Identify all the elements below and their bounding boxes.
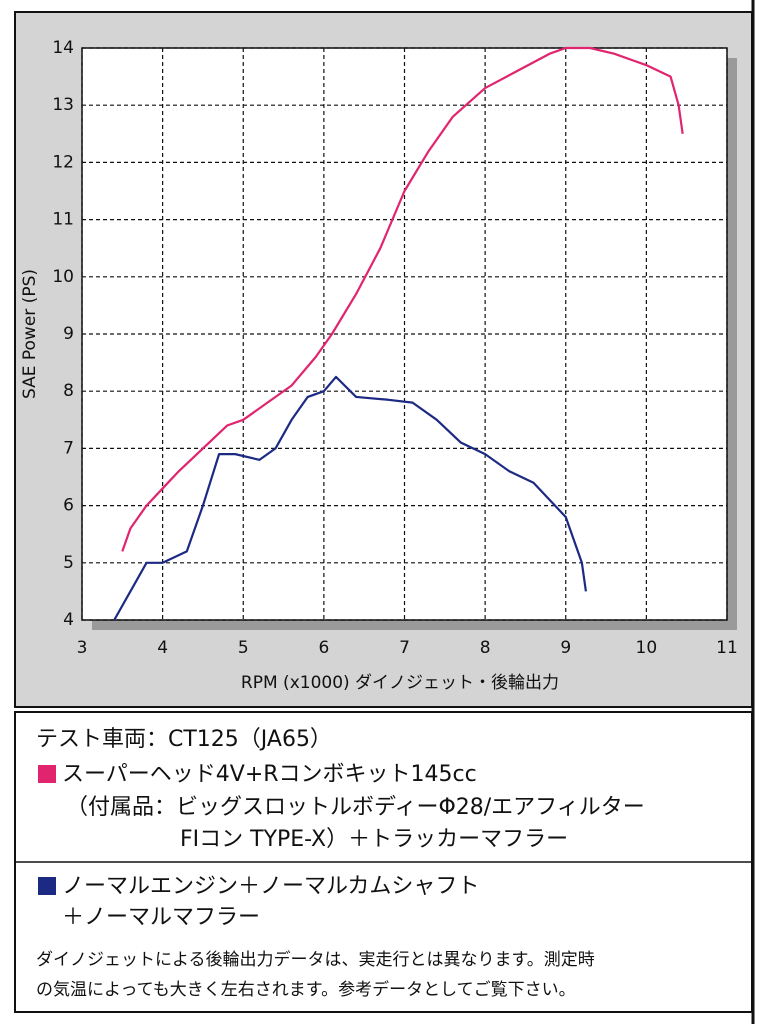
legend-detail: （付属品：ビッグスロットルボディーΦ28/エアフィルター (66, 795, 645, 820)
y-tick-label: 10 (52, 267, 74, 287)
y-tick-label: 12 (52, 152, 74, 172)
x-tick-label: 11 (716, 638, 738, 658)
x-tick-label: 7 (399, 638, 410, 658)
y-axis-label: SAE Power (PS) (20, 269, 40, 399)
x-tick-label: 3 (77, 638, 88, 658)
x-tick-label: 5 (238, 638, 249, 658)
x-tick-label: 10 (636, 638, 658, 658)
x-axis-label: RPM (x1000) ダイノジェット・後輪出力 (241, 673, 559, 693)
y-tick-label: 11 (52, 210, 74, 230)
footnote: の気温によっても大きく左右されます。参考データとしてご覧下さい。 (36, 979, 576, 1000)
y-tick-label: 6 (63, 496, 74, 516)
legend-entry: ノーマルエンジン＋ノーマルカムシャフト (62, 874, 479, 899)
legend-heading: テスト車両：CT125（JA65） (36, 727, 332, 752)
y-tick-label: 4 (63, 610, 74, 630)
x-tick-label: 9 (560, 638, 571, 658)
legend-entry: スーパーヘッド4V+Rコンボキット145cc (62, 762, 477, 787)
y-tick-label: 14 (52, 38, 74, 58)
y-tick-label: 7 (63, 438, 74, 458)
x-tick-label: 4 (157, 638, 168, 658)
y-tick-label: 5 (63, 553, 74, 573)
line-series (113, 375, 587, 621)
legend-swatch (38, 877, 56, 895)
footnote: ダイノジェットによる後輪出力データは、実走行とは異なります。測定時 (36, 949, 595, 970)
y-tick-label: 8 (63, 381, 74, 401)
legend-swatch (38, 765, 56, 783)
y-tick-label: 9 (63, 324, 74, 344)
legend-detail: FIコン TYPE-X）＋トラッカーマフラー (180, 827, 568, 852)
x-tick-label: 8 (480, 638, 491, 658)
legend-detail: ＋ノーマルマフラー (62, 905, 260, 930)
line-series (121, 46, 684, 552)
y-tick-label: 13 (52, 95, 74, 115)
x-tick-label: 6 (318, 638, 329, 658)
